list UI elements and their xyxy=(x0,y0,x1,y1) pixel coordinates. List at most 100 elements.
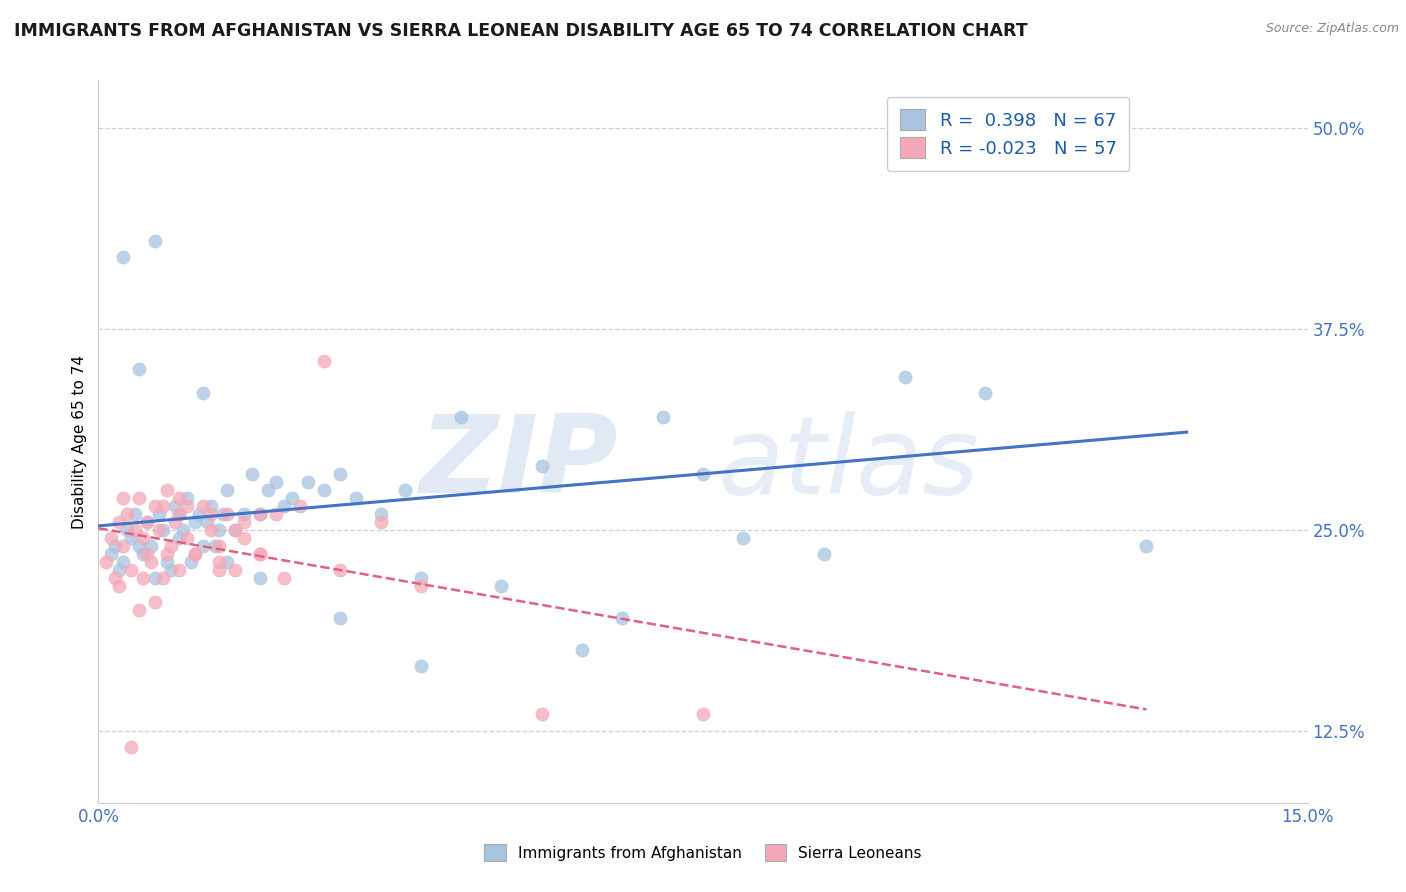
Point xyxy=(249,507,271,521)
Point xyxy=(195,515,218,529)
Text: Source: ZipAtlas.com: Source: ZipAtlas.com xyxy=(1265,22,1399,36)
Point xyxy=(394,483,416,497)
Point xyxy=(193,386,215,401)
Point xyxy=(120,739,142,754)
Point xyxy=(212,507,235,521)
Point xyxy=(370,507,392,521)
Point xyxy=(184,547,207,561)
Point xyxy=(152,523,174,537)
Point xyxy=(115,523,138,537)
Point xyxy=(409,659,432,673)
Point xyxy=(571,643,593,657)
Text: IMMIGRANTS FROM AFGHANISTAN VS SIERRA LEONEAN DISABILITY AGE 65 TO 74 CORRELATIO: IMMIGRANTS FROM AFGHANISTAN VS SIERRA LE… xyxy=(14,22,1028,40)
Point xyxy=(692,467,714,481)
Point xyxy=(107,563,129,577)
Point xyxy=(612,611,634,625)
Point xyxy=(120,531,142,545)
Point xyxy=(297,475,319,489)
Point xyxy=(329,611,352,625)
Point xyxy=(156,483,179,497)
Point xyxy=(148,523,170,537)
Point xyxy=(208,563,231,577)
Point xyxy=(184,547,207,561)
Point xyxy=(1135,539,1157,553)
Point xyxy=(256,483,278,497)
Point xyxy=(249,571,271,585)
Point xyxy=(111,250,134,264)
Point xyxy=(103,539,125,553)
Point xyxy=(813,547,835,561)
Point xyxy=(167,531,190,545)
Point xyxy=(281,491,304,505)
Point xyxy=(232,515,254,529)
Point xyxy=(314,354,336,368)
Point xyxy=(1054,121,1077,136)
Point xyxy=(232,507,254,521)
Point xyxy=(160,563,183,577)
Point xyxy=(163,515,186,529)
Legend: Immigrants from Afghanistan, Sierra Leoneans: Immigrants from Afghanistan, Sierra Leon… xyxy=(478,838,928,867)
Point xyxy=(200,523,222,537)
Point xyxy=(167,563,190,577)
Point xyxy=(135,547,157,561)
Point xyxy=(107,579,129,593)
Point xyxy=(208,555,231,569)
Point xyxy=(139,555,162,569)
Point xyxy=(409,571,432,585)
Point xyxy=(167,507,190,521)
Point xyxy=(124,507,146,521)
Y-axis label: Disability Age 65 to 74: Disability Age 65 to 74 xyxy=(72,354,87,529)
Point xyxy=(314,483,336,497)
Point xyxy=(128,603,150,617)
Point xyxy=(103,571,125,585)
Point xyxy=(135,515,157,529)
Point xyxy=(217,483,239,497)
Point xyxy=(163,499,186,513)
Point xyxy=(167,491,190,505)
Point xyxy=(273,571,295,585)
Point xyxy=(143,595,166,609)
Point xyxy=(143,571,166,585)
Point xyxy=(193,539,215,553)
Point xyxy=(893,370,915,384)
Point xyxy=(200,499,222,513)
Text: ZIP: ZIP xyxy=(420,410,619,516)
Point xyxy=(143,499,166,513)
Point xyxy=(111,539,134,553)
Point xyxy=(370,515,392,529)
Point xyxy=(264,475,287,489)
Point xyxy=(651,410,673,425)
Point xyxy=(172,523,194,537)
Point xyxy=(530,458,553,473)
Point xyxy=(200,507,222,521)
Point xyxy=(96,555,118,569)
Point xyxy=(132,531,155,545)
Point xyxy=(224,523,246,537)
Point xyxy=(176,531,198,545)
Point xyxy=(143,234,166,248)
Point xyxy=(224,563,246,577)
Point xyxy=(156,547,179,561)
Point xyxy=(132,547,155,561)
Point xyxy=(188,507,211,521)
Text: atlas: atlas xyxy=(717,410,979,516)
Point xyxy=(111,491,134,505)
Point xyxy=(100,531,122,545)
Point xyxy=(329,467,352,481)
Point xyxy=(128,362,150,376)
Point xyxy=(217,555,239,569)
Point xyxy=(139,539,162,553)
Point xyxy=(733,531,755,545)
Point xyxy=(530,707,553,722)
Point xyxy=(107,515,129,529)
Point xyxy=(217,507,239,521)
Point xyxy=(132,571,155,585)
Point xyxy=(180,555,202,569)
Point xyxy=(160,539,183,553)
Point xyxy=(193,499,215,513)
Point xyxy=(240,467,263,481)
Point xyxy=(128,539,150,553)
Point xyxy=(176,499,198,513)
Point xyxy=(409,579,432,593)
Point xyxy=(249,547,271,561)
